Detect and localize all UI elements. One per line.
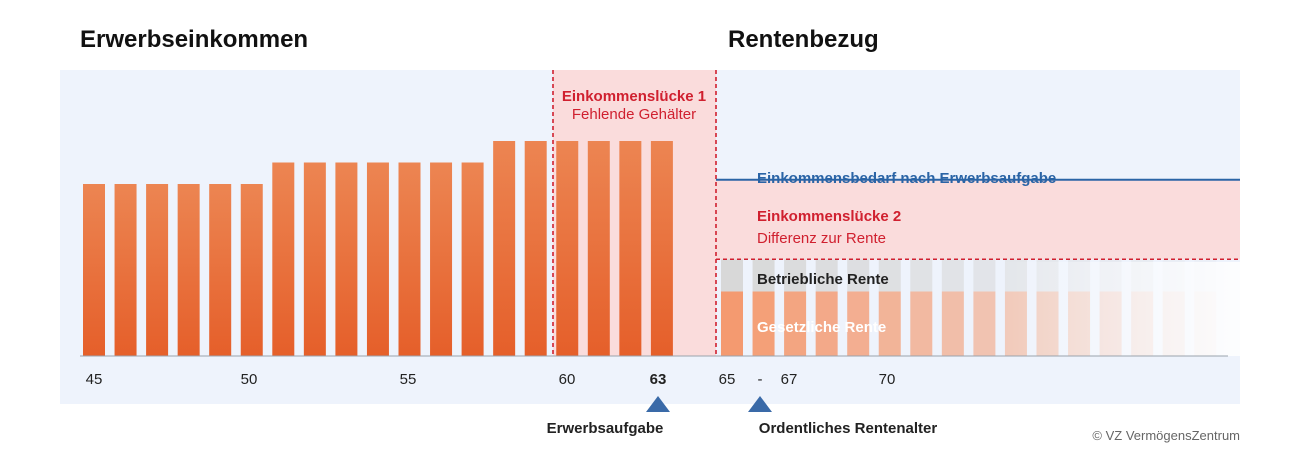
pension-bar-betrieblich <box>910 259 933 292</box>
income-bar <box>587 141 610 356</box>
income-bar <box>398 162 421 356</box>
income-bar <box>650 141 673 356</box>
income-bar <box>272 162 295 356</box>
pension-bar-betrieblich <box>721 259 743 292</box>
income-bar <box>146 184 169 356</box>
pension-fade <box>1000 262 1240 356</box>
x-tick-label: 67 <box>781 371 798 388</box>
erwerbsaufgabe-marker <box>646 396 670 412</box>
rentenalter-marker <box>748 396 772 412</box>
gesetzliche-rente-label: Gesetzliche Rente <box>757 319 886 336</box>
x-tick-label: 63 <box>650 371 667 388</box>
x-tick-label: 45 <box>86 371 103 388</box>
x-tick-label: 70 <box>879 371 896 388</box>
pension-bar-betrieblich <box>752 259 775 292</box>
income-bar <box>556 141 579 356</box>
pension-bar-gesetzlich <box>847 291 870 356</box>
heading-erwerbseinkommen: Erwerbseinkommen <box>80 26 309 53</box>
income-bar <box>430 162 453 356</box>
pension-bar-gesetzlich <box>878 291 901 356</box>
income-bar <box>177 184 200 356</box>
income-bar <box>493 141 516 356</box>
heading-rentenbezug: Rentenbezug <box>728 26 879 53</box>
pension-bar-gesetzlich <box>815 291 838 356</box>
gap1-label-title: Einkommenslücke 1 <box>562 88 706 105</box>
pension-bar-gesetzlich <box>721 291 743 356</box>
income-bar <box>83 184 105 356</box>
income-bar <box>335 162 358 356</box>
gap2-label-title: Einkommenslücke 2 <box>757 208 901 225</box>
pension-bar-betrieblich <box>815 259 838 292</box>
betriebliche-rente-label: Betriebliche Rente <box>757 271 889 288</box>
erwerbsaufgabe-label: Erwerbsaufgabe <box>547 420 664 437</box>
income-bar <box>619 141 642 356</box>
pension-bar-betrieblich <box>973 259 996 292</box>
pension-bar-gesetzlich <box>752 291 775 356</box>
x-tick-label: 50 <box>241 371 258 388</box>
copyright-credit: © VZ VermögensZentrum <box>1092 428 1240 443</box>
need-label: Einkommensbedarf nach Erwerbsaufgabe <box>757 170 1056 187</box>
income-bar <box>209 184 232 356</box>
x-tick-label: 60 <box>559 371 576 388</box>
income-bar <box>366 162 389 356</box>
income-bar <box>240 184 263 356</box>
gap2-label-subtitle: Differenz zur Rente <box>757 230 886 247</box>
x-tick-label: 55 <box>400 371 417 388</box>
pension-bar-gesetzlich <box>910 291 933 356</box>
pension-bar-gesetzlich <box>973 291 996 356</box>
x-tick-label: - <box>758 371 763 388</box>
x-tick-label: 65 <box>719 371 736 388</box>
pension-bar-betrieblich <box>941 259 964 292</box>
income-bar <box>303 162 326 356</box>
gap2-zone <box>716 179 1240 260</box>
income-bar <box>524 141 547 356</box>
pension-bar-betrieblich <box>784 259 807 292</box>
rentenalter-label: Ordentliches Rentenalter <box>759 420 938 437</box>
pension-bar-gesetzlich <box>784 291 807 356</box>
pension-bar-gesetzlich <box>941 291 964 356</box>
income-bar <box>461 162 484 356</box>
income-bar <box>114 184 137 356</box>
pension-bar-betrieblich <box>878 259 901 292</box>
gap1-label-subtitle: Fehlende Gehälter <box>572 106 696 123</box>
pension-bar-betrieblich <box>847 259 870 292</box>
